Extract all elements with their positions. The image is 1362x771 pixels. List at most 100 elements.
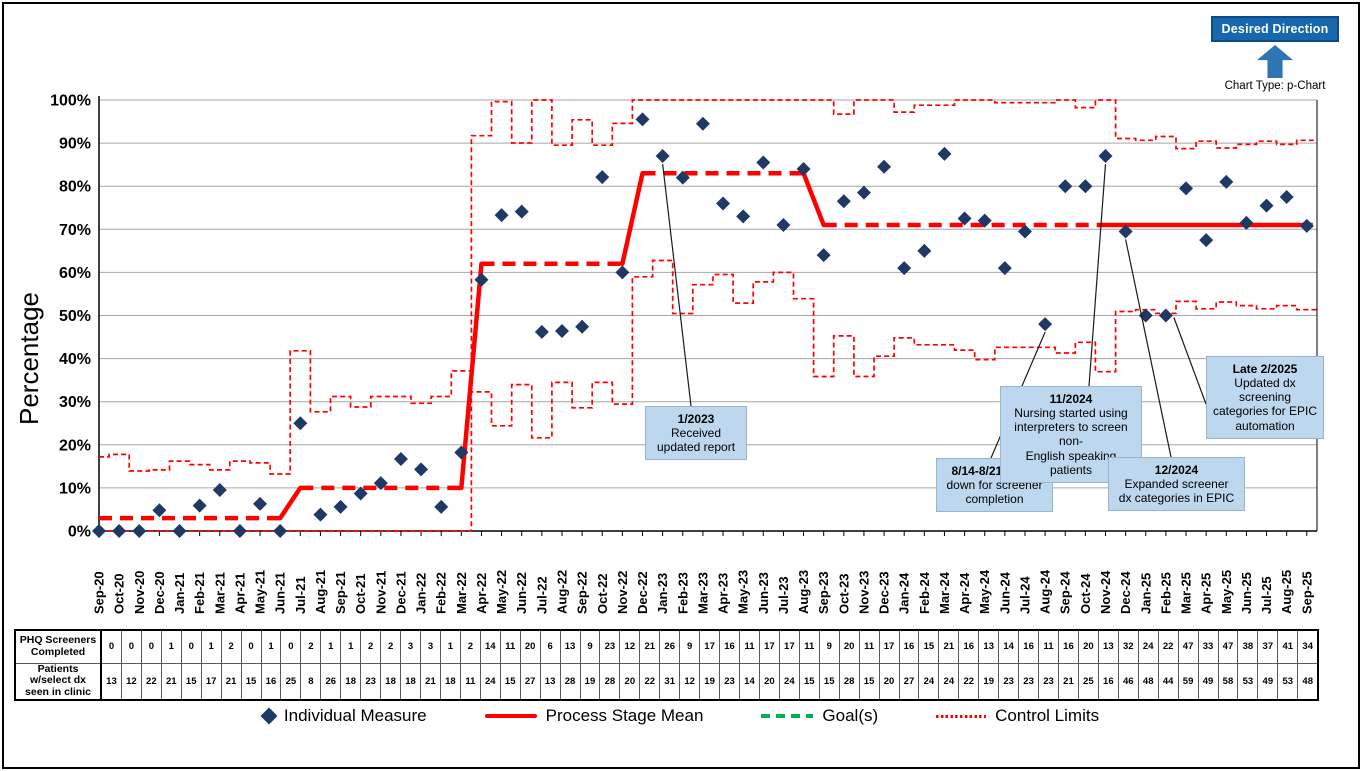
data-point-marker — [454, 445, 469, 460]
table-cell: 17 — [200, 662, 222, 701]
table-cell: 22 — [1157, 629, 1179, 664]
x-tick-label: May-23 — [736, 570, 751, 614]
table-cell: 11 — [798, 629, 820, 664]
table-cell: 9 — [679, 629, 701, 664]
red-line-icon — [484, 714, 537, 718]
x-tick-label: Dec-24 — [1118, 571, 1133, 614]
data-point-marker — [1158, 308, 1173, 323]
x-tick-label: Mar-23 — [695, 572, 710, 614]
mean-stage-ramp — [801, 171, 826, 228]
table-cell: 19 — [699, 662, 721, 701]
data-point-marker — [796, 161, 811, 176]
x-label-group: Mar-25 — [1179, 572, 1194, 614]
annotation-Dec-24: 12/2024 Expanded screener dx categories in… — [1108, 457, 1245, 512]
x-label-group: Oct-21 — [353, 574, 368, 614]
annotation-line: interpreters to screen non- — [1014, 420, 1128, 449]
x-label-group: Apr-22 — [474, 573, 489, 614]
x-label-group: Jan-24 — [897, 572, 912, 614]
table-cell: 23 — [1018, 662, 1040, 701]
chart-type-caption: Chart Type: p-Chart — [1224, 80, 1326, 92]
x-tick-label: Apr-21 — [232, 573, 247, 614]
table-cell: 28 — [559, 662, 581, 701]
legend-item-process-stage-mean: Process Stage Mean — [484, 706, 703, 726]
up-arrow-icon — [1257, 45, 1293, 78]
table-cell: 16 — [1097, 662, 1119, 701]
x-tick-label: Feb-23 — [675, 572, 690, 614]
table-cell: 2 — [360, 629, 382, 664]
data-point-marker — [595, 170, 610, 185]
table-cell: 0 — [100, 629, 122, 664]
x-label-group: Jan-25 — [1138, 573, 1153, 614]
x-tick-label: May-25 — [1219, 570, 1234, 614]
x-label-group: Aug-21 — [313, 570, 328, 614]
x-label-group: Apr-23 — [716, 573, 731, 614]
data-point-marker — [172, 524, 187, 538]
table-cell: 22 — [140, 662, 162, 701]
table-cell: 11 — [499, 629, 521, 664]
x-tick-label: Apr-24 — [957, 572, 972, 614]
x-tick-label: Sep-22 — [575, 571, 590, 614]
table-cell: 11 — [459, 662, 481, 701]
x-label-group: Nov-21 — [373, 571, 388, 614]
table-cell: 16 — [719, 629, 740, 664]
x-label-group: May-22 — [494, 570, 509, 614]
data-point-marker — [554, 324, 569, 339]
data-point-marker — [1098, 149, 1113, 164]
x-label-group: Oct-22 — [595, 574, 610, 614]
y-tick-label: 50% — [59, 308, 91, 325]
green-dashed-line-icon — [761, 714, 814, 718]
table-cell: 25 — [1077, 662, 1099, 701]
x-label-group: Feb-24 — [917, 571, 932, 614]
x-label-group: Mar-24 — [937, 571, 952, 614]
y-axis-title: Percentage — [14, 292, 44, 425]
x-label-group: Sep-25 — [1299, 571, 1314, 614]
y-tick-label: 0% — [68, 524, 91, 541]
data-point-marker — [1279, 189, 1294, 204]
table-cell: 21 — [420, 662, 441, 701]
table-cell: 1 — [320, 629, 342, 664]
x-tick-label: Aug-24 — [1038, 569, 1053, 614]
table-cell: 17 — [699, 629, 721, 664]
x-tick-label: Oct-24 — [1078, 573, 1093, 614]
annotation-Feb-25: Late 2/2025 Updated dx screening categories… — [1206, 356, 1324, 439]
table-cell: 22 — [958, 662, 980, 701]
annotation-line: categories for EPIC — [1212, 404, 1318, 419]
table-cell: 34 — [1297, 629, 1319, 664]
table-cell: 2 — [300, 629, 322, 664]
data-point-marker — [534, 324, 549, 339]
data-point-marker — [937, 146, 952, 161]
table-cell: 21 — [1058, 662, 1079, 701]
x-tick-label: Aug-22 — [554, 570, 569, 614]
table-cell: 21 — [938, 629, 960, 664]
data-point-marker — [1179, 181, 1194, 196]
data-point-marker — [414, 462, 429, 477]
x-label-group: Mar-22 — [454, 572, 469, 614]
table-cell: 13 — [539, 662, 561, 701]
data-point-marker — [1038, 317, 1053, 332]
x-label-group: Sep-20 — [92, 571, 107, 614]
data-point-marker — [1078, 179, 1093, 194]
table-cell: 26 — [320, 662, 342, 701]
table-cell: 8 — [300, 662, 322, 701]
table-cell: 16 — [898, 629, 920, 664]
data-point-marker — [313, 507, 328, 522]
y-tick-label: 30% — [59, 394, 91, 411]
x-label-group: Jan-23 — [655, 573, 670, 614]
data-point-marker — [836, 194, 851, 209]
annotation-line: English speaking patients — [1025, 448, 1117, 477]
table-cell: 15 — [818, 662, 840, 701]
x-label-group: Nov-22 — [615, 571, 630, 614]
x-label-group: Oct-20 — [112, 574, 127, 614]
desired-direction-badge: Desired Direction — [1210, 16, 1340, 42]
data-point-marker — [1058, 179, 1073, 194]
data-point-marker — [232, 524, 247, 538]
x-tick-label: Jan-24 — [897, 572, 912, 614]
x-label-group: May-24 — [977, 569, 992, 614]
x-label-group: Mar-21 — [212, 572, 227, 614]
x-label-group: Sep-21 — [333, 571, 348, 614]
table-cell: 9 — [579, 629, 601, 664]
row-header: Patients w/select dx seen in clinic — [14, 662, 102, 701]
table-cell: 49 — [1197, 662, 1219, 701]
table-cell: 1 — [439, 629, 461, 664]
x-tick-label: Sep-24 — [1058, 571, 1073, 614]
